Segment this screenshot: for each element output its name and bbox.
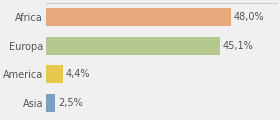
Bar [46, 8, 231, 26]
Text: 4,4%: 4,4% [65, 69, 90, 79]
Bar [46, 94, 55, 112]
Bar [46, 65, 63, 83]
Text: 2,5%: 2,5% [58, 98, 83, 108]
Bar [46, 37, 220, 55]
Text: 48,0%: 48,0% [233, 12, 264, 22]
Text: 45,1%: 45,1% [222, 41, 253, 51]
